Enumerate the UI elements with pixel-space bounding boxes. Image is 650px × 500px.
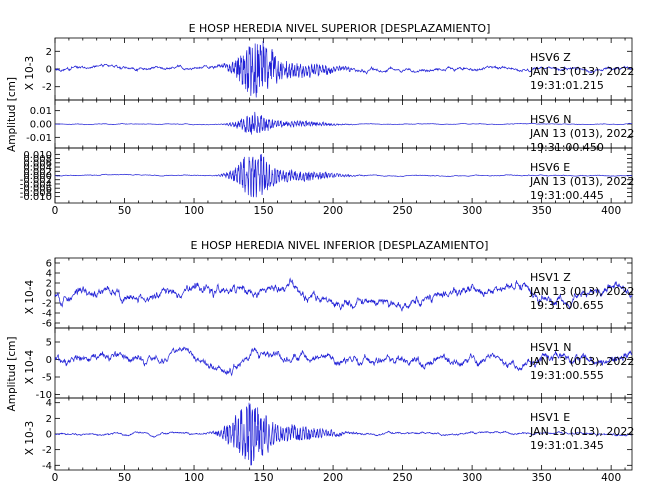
y-tick-label: 0.006 [23,158,52,169]
y-tick-label: 0.01 [30,106,52,117]
x-tick-label: 100 [184,205,204,217]
recording-date: JAN 13 (013), 2022 [529,127,634,140]
y-tick-label: -0.01 [26,133,52,144]
recording-time: 19:31:00.655 [530,299,604,312]
recording-time: 19:31:01.215 [530,79,604,92]
recording-time: 19:31:00.445 [530,189,604,202]
y-tick-label: -4 [42,461,52,472]
y-tick-label: 4 [46,269,52,280]
x-tick-label: 400 [601,472,621,484]
x-tick-label: 150 [254,472,274,484]
y-tick-label: 2 [46,47,52,58]
y-tick-label: 2 [46,414,52,425]
y-tick-label: 0.000 [23,171,52,182]
y-tick-label: 0.010 [23,150,52,161]
station-component-label: HSV1 E [530,411,570,424]
y-tick-label: 0 [46,65,52,76]
y-scale-label: X 10-4 [24,280,36,315]
y-tick-label: 0 [46,355,52,366]
recording-time: 19:31:00.555 [530,369,604,382]
y-tick-label: -2 [42,445,52,456]
y-tick-label: -2 [42,82,52,93]
chart-title: E HOSP HEREDIA NIVEL SUPERIOR [DESPLAZAM… [189,22,491,35]
chart-2: E HOSP HEREDIA NIVEL INFERIOR [DESPLAZAM… [6,239,634,484]
recording-time: 19:31:01.345 [530,439,604,452]
y-tick-label: 5 [46,338,52,349]
y-tick-label: -0.010 [20,192,52,203]
x-tick-label: 300 [462,472,482,484]
y-tick-label: 6 [46,259,52,270]
x-tick-label: 200 [323,205,343,217]
recording-date: JAN 13 (013), 2022 [529,65,634,78]
x-tick-label: 50 [118,472,131,484]
x-tick-label: 250 [393,472,413,484]
y-tick-label: -6 [42,319,52,330]
y-axis-label: Amplitud [cm] [6,77,18,152]
y-tick-label: 2 [46,279,52,290]
y-tick-label: 0.00 [30,120,52,131]
y-scale-label: X 10-4 [24,350,36,385]
y-tick-label: 4 [46,398,52,409]
recording-date: JAN 13 (013), 2022 [529,355,634,368]
x-tick-label: 150 [254,205,274,217]
x-tick-label: 350 [532,205,552,217]
station-component-label: HSV6 N [530,113,572,126]
trace-panel-hsv6-e: 0.0100.0080.0060.0040.0020.000-0.002-0.0… [20,147,634,204]
recording-time: 19:31:00.450 [530,141,604,154]
y-tick-label: -0.002 [20,175,52,186]
recording-date: JAN 13 (013), 2022 [529,425,634,438]
seismic-trace-hsv1-z [54,277,633,312]
seismic-trace-hsv6-n [54,111,633,135]
y-tick-label: -10 [36,390,52,401]
x-tick-label: 0 [52,205,59,217]
y-tick-label: 0 [46,430,52,441]
y-tick-label: 0.008 [23,154,52,165]
x-tick-label: 300 [462,205,482,217]
seismic-trace-hsv1-n [54,346,633,377]
chart-1: E HOSP HEREDIA NIVEL SUPERIOR [DESPLAZAM… [6,22,634,217]
y-axis-label: Amplitud [cm] [6,337,18,412]
station-component-label: HSV1 N [530,341,572,354]
seismic-trace-hsv1-e [54,402,633,466]
y-tick-label: -0.006 [20,184,52,195]
y-tick-label: 0.002 [23,167,52,178]
y-tick-label: -0.004 [20,179,52,190]
y-tick-label: -5 [42,373,52,384]
recording-date: JAN 13 (013), 2022 [529,175,634,188]
x-tick-label: 50 [118,205,131,217]
recording-date: JAN 13 (013), 2022 [529,285,634,298]
y-tick-label: 0 [46,289,52,300]
y-scale-label: X 10-3 [24,421,36,455]
x-tick-label: 400 [601,205,621,217]
y-scale-label: X 10-3 [24,56,36,90]
seismic-trace-hsv6-e [54,154,633,198]
station-component-label: HSV1 Z [530,271,571,284]
x-tick-label: 100 [184,472,204,484]
y-tick-label: -0.008 [20,188,52,199]
y-tick-label: 0.004 [23,163,52,174]
chart-title: E HOSP HEREDIA NIVEL INFERIOR [DESPLAZAM… [191,239,489,252]
x-tick-label: 200 [323,472,343,484]
seismic-trace-hsv6-z [54,40,633,98]
station-component-label: HSV6 E [530,161,570,174]
x-tick-label: 350 [532,472,552,484]
y-tick-label: -2 [42,299,52,310]
x-tick-label: 0 [52,472,59,484]
x-tick-label: 250 [393,205,413,217]
station-component-label: HSV6 Z [530,51,571,64]
y-tick-label: -4 [42,309,52,320]
